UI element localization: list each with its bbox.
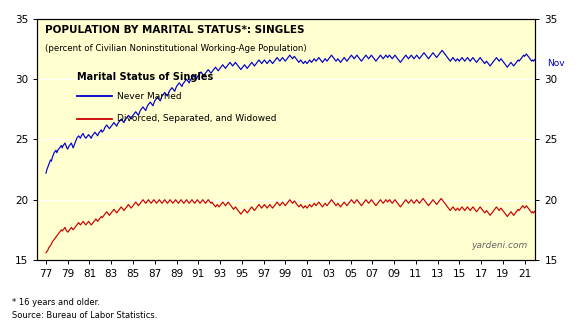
Text: Source: Bureau of Labor Statistics.: Source: Bureau of Labor Statistics. [12,311,157,320]
Text: (percent of Civilian Noninstitutional Working-Age Population): (percent of Civilian Noninstitutional Wo… [45,44,306,53]
Text: POPULATION BY MARITAL STATUS*: SINGLES: POPULATION BY MARITAL STATUS*: SINGLES [45,25,304,35]
Text: Never Married: Never Married [117,92,182,101]
Text: Divorced, Separated, and Widowed: Divorced, Separated, and Widowed [117,114,277,123]
Text: yardeni.com: yardeni.com [472,241,528,250]
Text: Marital Status of Singles: Marital Status of Singles [77,72,214,82]
Text: * 16 years and older.: * 16 years and older. [12,298,100,307]
Text: Nov: Nov [548,59,565,68]
